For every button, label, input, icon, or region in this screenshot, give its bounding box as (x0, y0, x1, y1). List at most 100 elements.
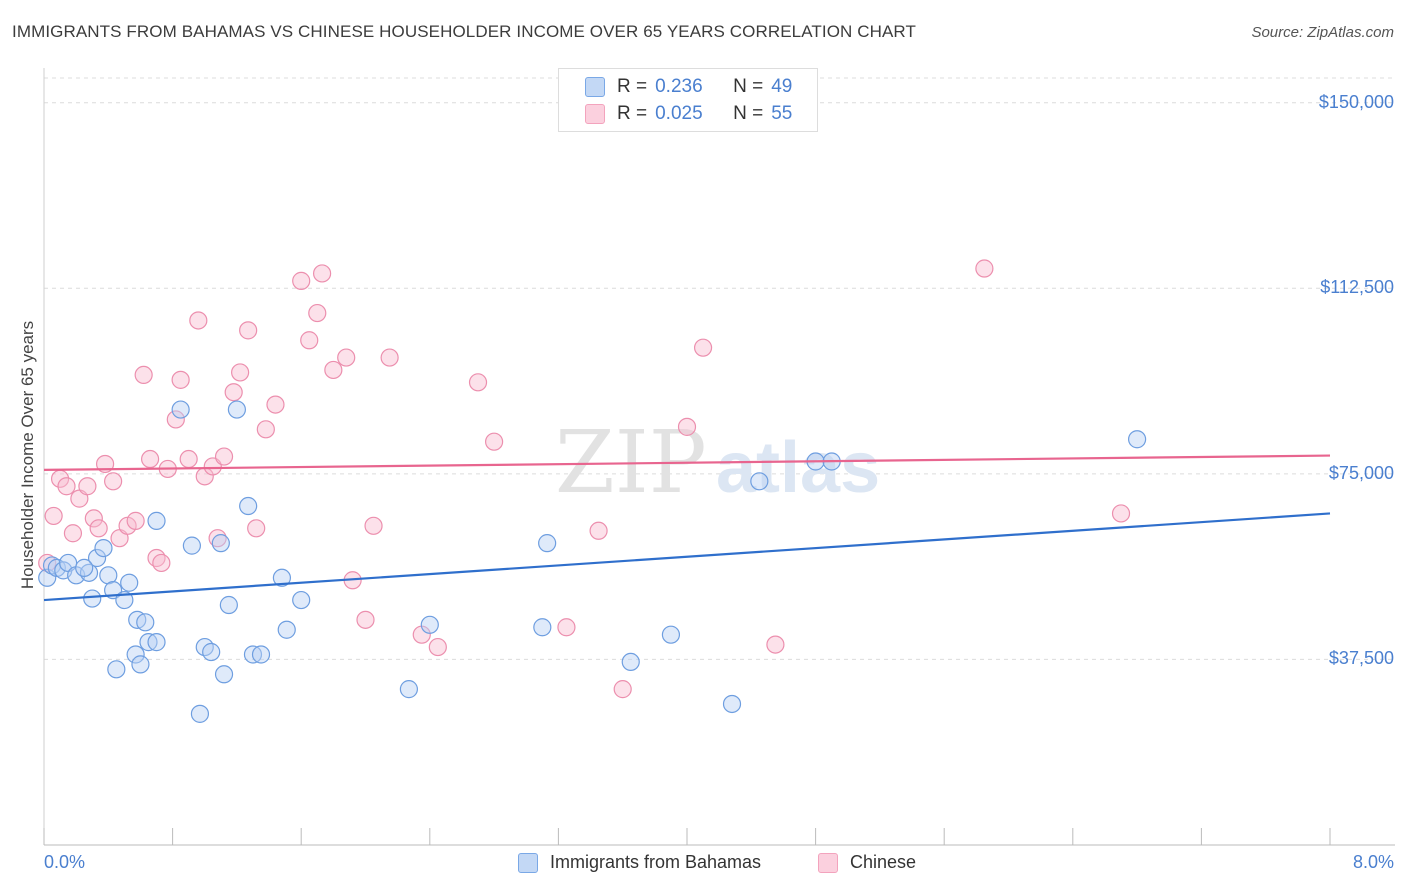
bahamas-point (171, 400, 190, 419)
bahamas-point (1127, 430, 1147, 449)
chinese-point (166, 410, 185, 429)
chinese-point (975, 259, 994, 278)
y-tick-label: $150,000 (1318, 91, 1394, 112)
chinese-point (356, 610, 375, 629)
chinese-point (231, 363, 250, 382)
legend-swatch-blue (585, 77, 605, 97)
chinese-point (364, 516, 383, 535)
chinese-point (224, 383, 243, 402)
bahamas-point (120, 573, 139, 592)
chinese-point (89, 519, 108, 538)
chinese-point (171, 370, 190, 389)
legend-swatch-pink (585, 104, 605, 124)
bahamas-point (126, 645, 145, 664)
legend-n-label: N = (733, 76, 764, 97)
bahamas-point (75, 558, 94, 577)
bahamas-point (227, 400, 246, 419)
bottom-legend-swatch-blue (518, 852, 538, 873)
chinese-point (214, 447, 234, 466)
legend-r-value: 0.025 (655, 103, 703, 124)
bottom-legend-swatch-pink (818, 852, 838, 873)
bottom-legend-label: Immigrants from Bahamas (550, 852, 762, 872)
chinese-point (152, 553, 171, 573)
bahamas-point (131, 655, 150, 674)
bahamas-point (239, 496, 258, 516)
bahamas-point (214, 665, 234, 684)
bottom-legend-bahamas: Immigrants from Bahamas (518, 852, 761, 873)
legend-r-label: R = (617, 103, 648, 124)
x-tick-label-max: 8.0% (1352, 852, 1394, 872)
chinese-point (380, 348, 399, 367)
chinese-point (44, 506, 63, 526)
x-tick-label-min: 0.0% (44, 852, 86, 872)
bahamas-point (292, 590, 311, 610)
legend-row-bahamas: R = 0.236 N = 49 (585, 75, 792, 99)
legend-r-value: 0.236 (655, 76, 703, 97)
chinese-trend-line (43, 454, 1331, 472)
chinese-point (292, 271, 311, 290)
bahamas-point (399, 680, 419, 699)
chinese-point (693, 338, 713, 357)
chinese-point (428, 637, 447, 657)
bahamas-point (251, 645, 271, 664)
chinese-point (337, 348, 356, 367)
chinese-point (766, 635, 785, 654)
chinese-point (557, 618, 576, 637)
watermark-atlas: atlas (716, 428, 880, 508)
legend-n-value: 49 (771, 76, 793, 97)
bahamas-point (538, 534, 557, 553)
chinese-point (485, 432, 504, 451)
chinese-point (84, 509, 103, 528)
y-tick-label: $37,500 (1328, 648, 1394, 669)
bottom-legend-label: Chinese (850, 852, 917, 872)
bahamas-point (420, 615, 439, 634)
bahamas-point (202, 642, 221, 662)
chinese-point (677, 417, 697, 436)
chinese-point (179, 449, 198, 469)
chinese-point (247, 519, 266, 538)
bahamas-point (87, 548, 107, 568)
bahamas-point (147, 511, 166, 530)
bahamas-point (182, 536, 201, 555)
bahamas-point (621, 652, 640, 672)
bahamas-point (272, 568, 292, 587)
chinese-point (256, 420, 275, 439)
bahamas-point (94, 538, 113, 558)
bahamas-point (147, 633, 166, 652)
bahamas-point (661, 625, 681, 644)
chinese-point (1111, 504, 1131, 523)
chinese-point (300, 331, 319, 350)
bahamas-point (750, 472, 769, 491)
chinese-point (589, 521, 608, 540)
bahamas-point (190, 704, 210, 723)
chinese-point (189, 311, 208, 330)
bahamas-point (211, 534, 230, 553)
chinese-point (126, 511, 145, 530)
chinese-point (38, 553, 57, 573)
chinese-point (63, 524, 83, 543)
chinese-point (308, 303, 327, 323)
chinese-point (468, 373, 488, 392)
bahamas-trend-line (43, 512, 1331, 602)
chinese-point (57, 477, 76, 496)
bottom-legend-chinese: Chinese (818, 852, 916, 873)
legend-row-chinese: R = 0.025 N = 55 (585, 102, 792, 126)
chinese-point (239, 321, 258, 340)
bahamas-point (219, 595, 238, 615)
chinese-point (78, 477, 97, 496)
chart-source: Source: ZipAtlas.com (1251, 24, 1394, 41)
legend-n-label: N = (733, 103, 764, 124)
bahamas-point (533, 618, 552, 637)
chinese-point (140, 449, 160, 469)
bahamas-point (107, 660, 126, 679)
bahamas-point (83, 589, 102, 608)
correlation-legend: R = 0.236 N = 49 R = 0.025 N = 55 (558, 68, 818, 132)
bahamas-point (277, 620, 296, 639)
bahamas-point (136, 613, 155, 632)
chinese-point (324, 360, 343, 380)
legend-n-value: 55 (771, 103, 793, 124)
chinese-point (613, 680, 632, 699)
bahamas-point (722, 694, 742, 714)
y-tick-label: $112,500 (1320, 277, 1394, 298)
